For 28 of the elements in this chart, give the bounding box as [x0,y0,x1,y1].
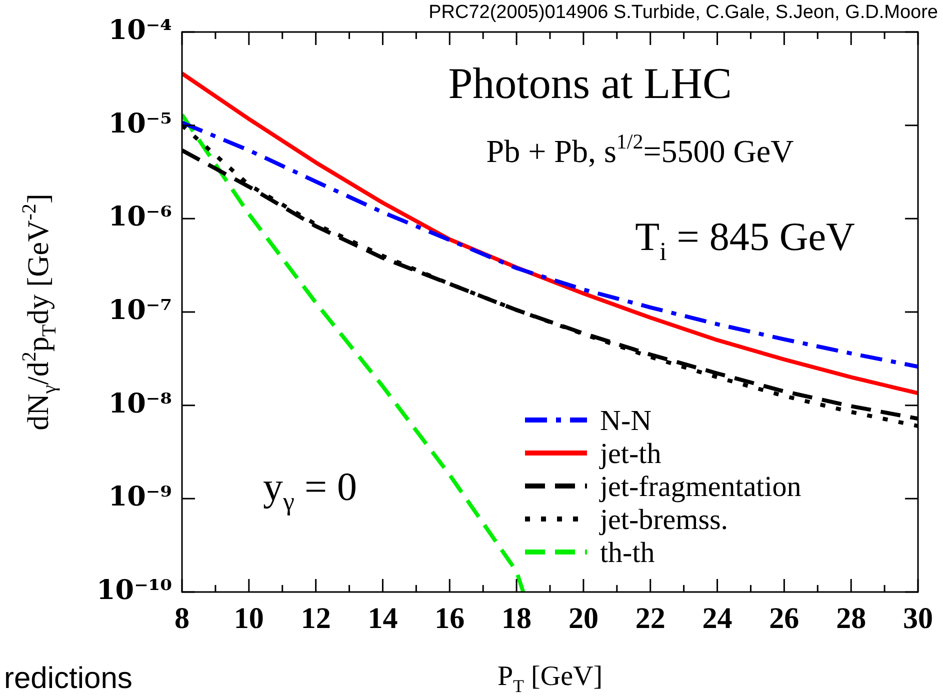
legend-label: jet-bremss. [599,504,728,536]
y-tick-label: 10⁻⁴ [108,15,172,46]
legend-label: jet-th [599,438,662,470]
y-tick-label: 10⁻¹⁰ [96,575,172,606]
legend-label: th-th [600,537,656,569]
x-tick-label: 14 [368,602,398,635]
text: dNγ/d2pTdy [GeV-2] [18,194,60,430]
y-tick-label: 10⁻⁷ [108,295,172,326]
x-tick-label: 10 [234,602,264,635]
x-tick-label: 8 [174,602,190,635]
x-tick-label: 18 [502,602,532,635]
annotation: Photons at LHC [448,59,732,108]
text: PRC72(2005)014906 S.Turbide, C.Gale, S.Jeon, G.D.Moore [428,2,938,23]
x-tick-label: 24 [702,602,732,635]
y-tick-label: 10⁻⁶ [108,202,172,233]
text: redictions [4,662,132,695]
x-tick-label: 30 [903,602,933,635]
legend-label: jet-fragmentation [599,471,802,503]
y-tick-label: 10⁻⁹ [108,482,172,513]
x-tick-label: 26 [769,602,800,635]
x-tick-label: 22 [635,602,666,635]
y-tick-label: 10⁻⁸ [108,388,172,420]
x-tick-label: 16 [434,602,465,635]
x-tick-label: 20 [568,602,598,635]
y-tick-label: 10⁻⁵ [108,108,172,140]
x-tick-label: 12 [300,602,331,635]
legend-label: N-N [600,405,652,437]
x-tick-label: 28 [836,602,866,635]
